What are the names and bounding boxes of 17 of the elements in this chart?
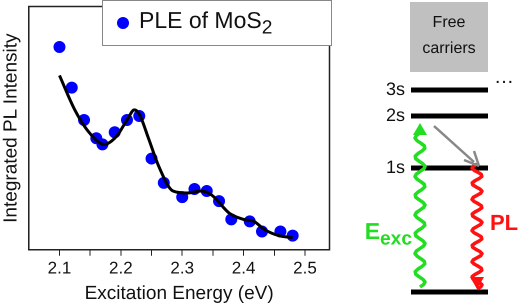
x-tick-label: 2.3	[170, 258, 194, 278]
y-axis-title: Integrated PL Intensity	[0, 32, 22, 223]
point	[53, 41, 66, 54]
x-tick-label: 2.1	[48, 258, 72, 278]
text: 3s	[386, 79, 405, 100]
x-tick-label: 2.5	[293, 258, 317, 278]
text: 1s	[386, 157, 405, 178]
text: Free carriers	[421, 13, 477, 59]
x-axis-title: Excitation Energy (eV)	[84, 282, 274, 304]
text: …	[494, 66, 514, 89]
text: PL	[490, 210, 518, 236]
legend-label: PLE of MoS$_{2}$	[139, 6, 272, 40]
text: E$_{exc}$	[364, 218, 412, 251]
x-tick-label: 2.2	[109, 258, 133, 278]
point	[66, 82, 78, 94]
x-tick-label: 2.4	[232, 258, 256, 278]
text: 2s	[386, 105, 405, 126]
